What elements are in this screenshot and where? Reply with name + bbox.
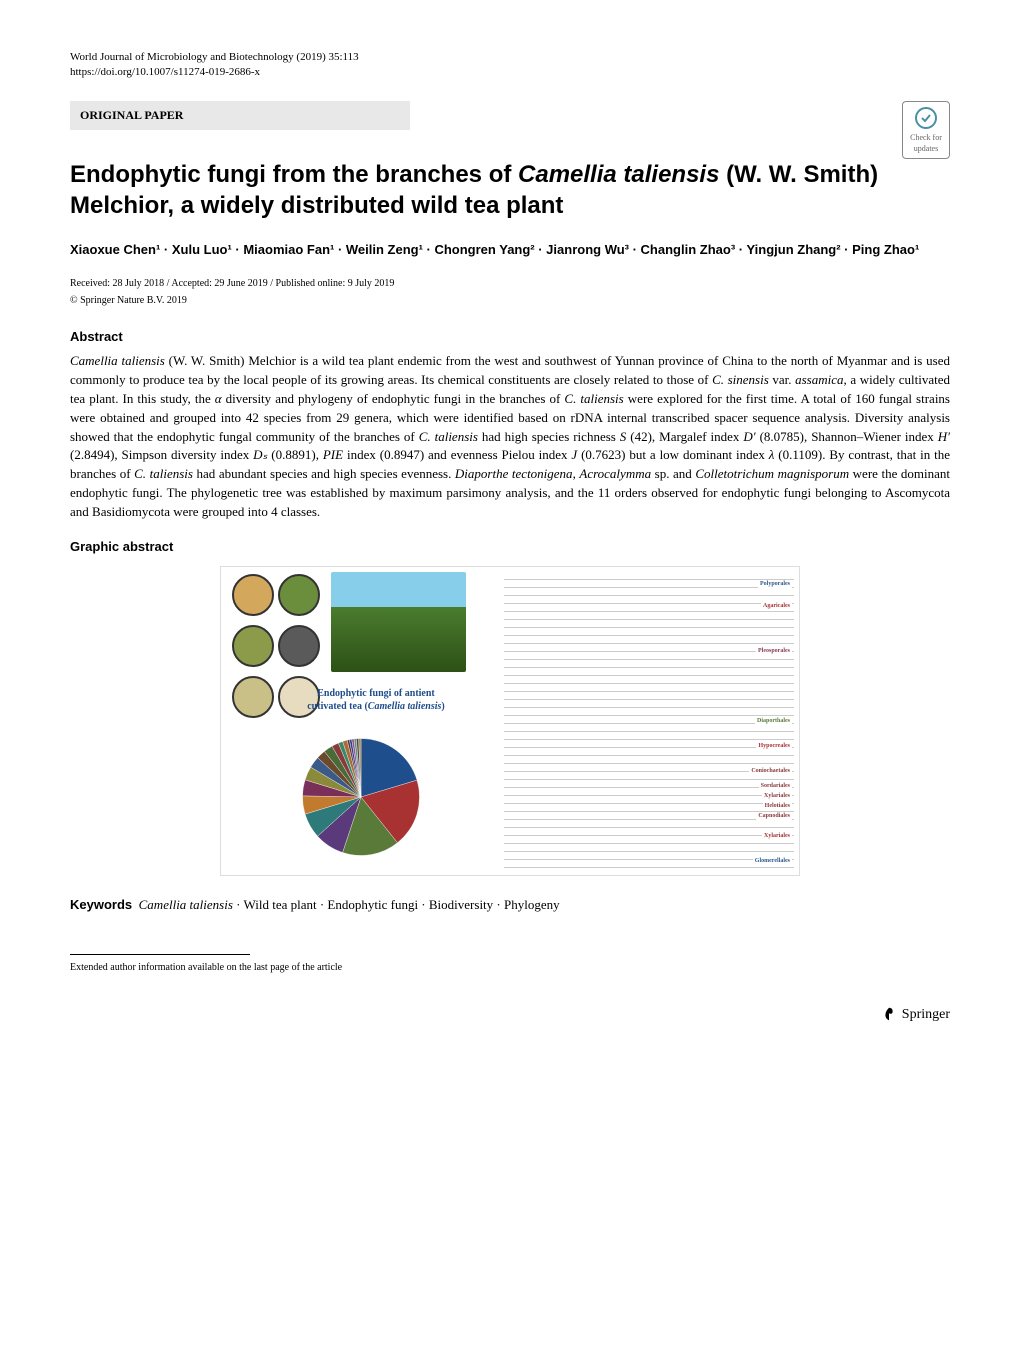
check-updates-label: Check for updates xyxy=(910,133,942,153)
endophytic-label: Endophytic fungi of antient cutivated te… xyxy=(271,687,481,713)
clade-label: Diaporthales xyxy=(755,717,792,725)
abstract-text: Camellia taliensis (W. W. Smith) Melchio… xyxy=(70,352,950,522)
dates: Received: 28 July 2018 / Accepted: 29 Ju… xyxy=(70,277,950,291)
pie-chart xyxy=(296,732,426,862)
petri-dish xyxy=(232,676,274,718)
petri-dish xyxy=(278,625,320,667)
tea-tree-photo xyxy=(331,572,466,672)
clade-label: Xylariales xyxy=(762,832,792,840)
petri-dish xyxy=(232,574,274,616)
petri-dish xyxy=(232,625,274,667)
clade-label: Sordariales xyxy=(759,782,792,790)
clade-label: Polyporales xyxy=(758,580,792,588)
graphic-abstract-container: Endophytic fungi of antient cutivated te… xyxy=(70,566,950,876)
keywords: Keywords Camellia taliensis · Wild tea p… xyxy=(70,896,950,914)
copyright: © Springer Nature B.V. 2019 xyxy=(70,294,950,308)
check-updates-icon xyxy=(914,106,938,130)
clade-label: Pleosporales xyxy=(756,647,792,655)
clade-label: Capnodiales xyxy=(756,812,792,820)
graphic-abstract-heading: Graphic abstract xyxy=(70,538,950,556)
clade-label: Coniochaetales xyxy=(749,767,792,775)
springer-icon xyxy=(880,1006,898,1024)
clade-label: Helotiales xyxy=(763,802,792,810)
journal-info: World Journal of Microbiology and Biotec… xyxy=(70,50,950,81)
petri-dish xyxy=(278,574,320,616)
abstract-heading: Abstract xyxy=(70,328,950,346)
authors: Xiaoxue Chen¹ · Xulu Luo¹ · Miaomiao Fan… xyxy=(70,240,950,260)
paper-type: ORIGINAL PAPER xyxy=(70,101,410,130)
check-updates-badge[interactable]: Check for updates xyxy=(902,101,950,159)
footnote: Extended author information available on… xyxy=(70,961,950,975)
clade-label: Hypocreales xyxy=(756,742,792,750)
journal-doi: https://doi.org/10.1007/s11274-019-2686-… xyxy=(70,65,950,80)
clade-label: Xylariales xyxy=(762,792,792,800)
footnote-rule xyxy=(70,954,250,955)
publisher-logo: Springer xyxy=(880,1005,950,1025)
phylogenetic-tree: Polyporales Agaricales Pleosporales Diaport… xyxy=(504,572,794,872)
paper-title: Endophytic fungi from the branches of Ca… xyxy=(70,159,950,221)
graphic-abstract-figure: Endophytic fungi of antient cutivated te… xyxy=(220,566,800,876)
journal-name: World Journal of Microbiology and Biotec… xyxy=(70,50,950,65)
clade-label: Agaricales xyxy=(761,602,792,610)
clade-label: Glomerellales xyxy=(753,857,792,865)
